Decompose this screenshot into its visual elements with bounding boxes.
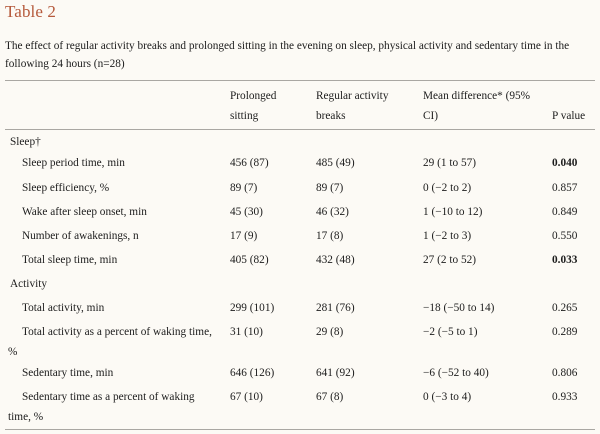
group-label-sleep: Sleep†: [10, 136, 41, 148]
header-prolonged-sitting: Prolonged sitting: [230, 90, 277, 122]
header-p-value: P value: [552, 110, 586, 122]
bottom-rule: [5, 429, 595, 430]
table-title: Table 2: [5, 2, 56, 21]
header-mean-difference: Mean difference* (95% CI): [423, 90, 531, 122]
header-rule: [5, 129, 595, 130]
table-caption: The effect of regular activity breaks an…: [5, 40, 570, 70]
group-label-activity: Activity: [10, 278, 48, 290]
top-rule: [5, 80, 595, 81]
header-regular-activity-breaks: Regular activity breaks: [316, 90, 389, 122]
